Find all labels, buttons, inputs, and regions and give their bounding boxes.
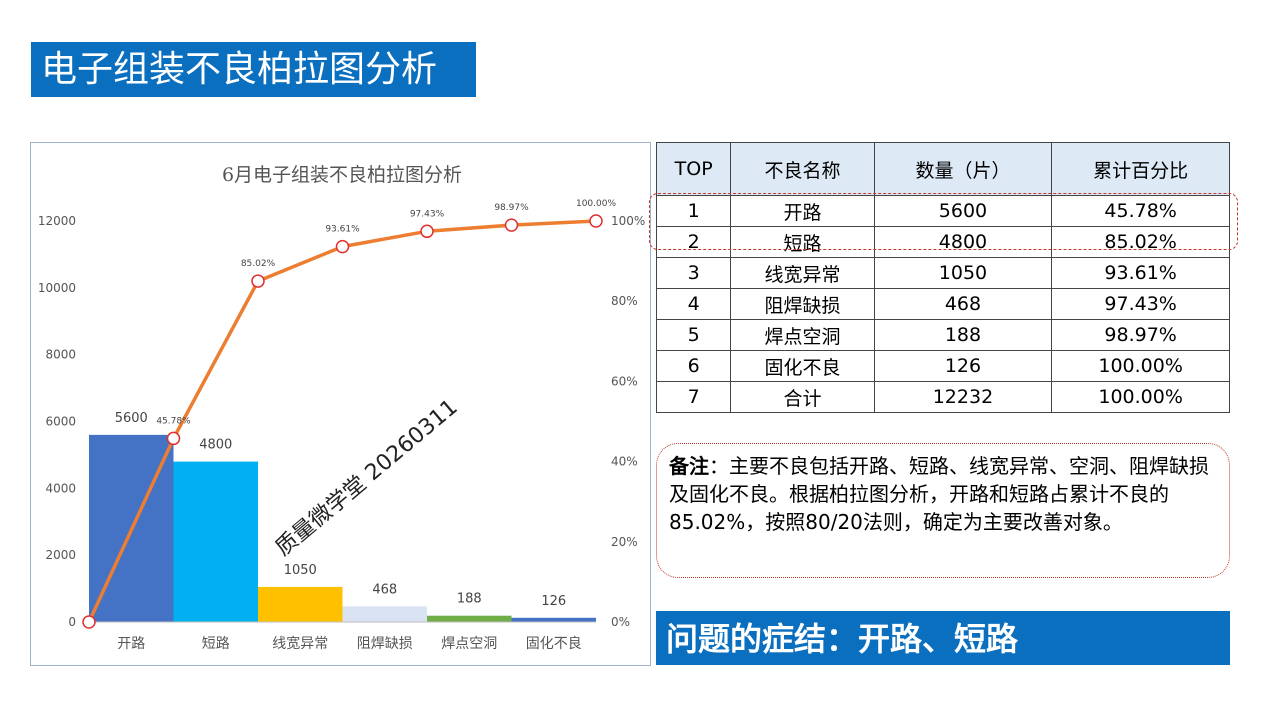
x-tick-label: 短路 — [202, 636, 230, 652]
table-row: 2 短路 4800 85.02% — [655, 226, 1230, 258]
table-row: 6 固化不良 126 100.00% — [655, 350, 1230, 382]
cumulative-label: 93.61% — [325, 225, 360, 235]
cumulative-label: 97.43% — [410, 209, 445, 219]
cell-name: 固化不良 — [730, 350, 875, 382]
cell-cum: 100.00% — [1051, 381, 1230, 413]
bar — [258, 586, 343, 622]
remark-text: ：主要不良包括开路、短路、线宽异常、空洞、阻焊缺损及固化不良。根据柏拉图分析，开… — [669, 454, 1209, 534]
x-tick-label: 开路 — [117, 636, 145, 652]
bar-value-label: 4800 — [199, 438, 232, 453]
watermark-text: 质量微学堂 20260311 — [271, 395, 462, 561]
bar — [511, 617, 596, 622]
table-row: 1 开路 5600 45.78% — [655, 195, 1230, 227]
cell-qty: 188 — [873, 319, 1053, 351]
cumulative-label: 45.78% — [156, 416, 191, 426]
cell-cum: 97.43% — [1051, 288, 1230, 320]
cumulative-label: 85.02% — [241, 259, 276, 269]
bar-value-label: 468 — [372, 582, 397, 597]
defect-table: TOP 不良名称 数量（片） 累计百分比 1 开路 5600 45.78% 2 … — [655, 142, 1230, 413]
y-right-tick-label: 60% — [611, 374, 638, 388]
cell-name: 短路 — [730, 226, 875, 258]
cumulative-marker — [251, 274, 265, 288]
cell-qty: 1050 — [873, 257, 1053, 289]
cell-top: 1 — [655, 195, 732, 227]
cumulative-marker — [420, 224, 434, 239]
cumulative-label: 98.97% — [494, 203, 529, 213]
cell-top: 6 — [655, 350, 732, 382]
cell-qty: 5600 — [873, 195, 1053, 227]
cell-name: 合计 — [730, 381, 875, 413]
cell-cum: 98.97% — [1051, 319, 1230, 351]
cumulative-marker — [504, 218, 519, 232]
y-left-tick-label: 10000 — [38, 281, 76, 295]
y-right-tick-label: 80% — [611, 294, 638, 308]
chart-title: 6月电子组装不良柏拉图分析 — [222, 164, 462, 186]
bar-value-label: 188 — [457, 592, 482, 607]
y-right-tick-label: 20% — [611, 535, 638, 549]
remark-label: 备注 — [669, 454, 709, 478]
table-row: 4 阻焊缺损 468 97.43% — [655, 288, 1230, 320]
cumulative-label: 100.00% — [576, 199, 616, 209]
y-right-tick-label: 40% — [611, 455, 638, 469]
y-left-tick-label: 6000 — [45, 415, 76, 429]
cell-top: 2 — [655, 226, 732, 258]
bar-value-label: 5600 — [115, 411, 148, 426]
pareto-chart-svg: 6月电子组装不良柏拉图分析 0 2000 4000 6000 8000 10000 12000… — [38, 164, 646, 652]
header-cum: 累计百分比 — [1051, 142, 1230, 196]
table-row: 5 焊点空洞 188 98.97% — [655, 319, 1230, 351]
header-qty: 数量（片） — [873, 142, 1053, 196]
bar — [427, 615, 512, 622]
cell-name: 线宽异常 — [730, 257, 875, 289]
cell-top: 3 — [655, 257, 732, 289]
y-right-tick-label: 0% — [611, 615, 630, 629]
y-left-tick-label: 4000 — [45, 481, 76, 495]
cell-cum: 100.00% — [1051, 350, 1230, 382]
cell-cum: 45.78% — [1051, 195, 1230, 227]
cell-qty: 12232 — [873, 381, 1053, 413]
cell-qty: 468 — [873, 288, 1053, 320]
table-row: 3 线宽异常 1050 93.61% — [655, 257, 1230, 289]
cumulative-marker — [589, 214, 603, 228]
bar — [342, 606, 427, 622]
bar — [173, 461, 258, 622]
y-left-tick-label: 12000 — [38, 214, 76, 228]
cell-top: 4 — [655, 288, 732, 320]
page-title: 电子组装不良柏拉图分析 — [31, 42, 476, 97]
pareto-chart: 6月电子组装不良柏拉图分析 0 2000 4000 6000 8000 10000 12000… — [30, 142, 651, 666]
y-left-tick-label: 8000 — [45, 348, 76, 362]
conclusion-banner: 问题的症结：开路、短路 — [656, 611, 1230, 665]
bar-value-label: 1050 — [284, 563, 317, 578]
cell-name: 焊点空洞 — [730, 319, 875, 351]
header-name: 不良名称 — [730, 142, 875, 196]
x-tick-label: 阻焊缺损 — [357, 636, 413, 652]
y-left-tick-label: 2000 — [45, 548, 76, 562]
cell-qty: 126 — [873, 350, 1053, 382]
cell-qty: 4800 — [873, 226, 1053, 258]
header-top: TOP — [655, 142, 732, 196]
cell-cum: 85.02% — [1051, 226, 1230, 258]
x-tick-label: 焊点空洞 — [441, 636, 497, 652]
x-tick-label: 线宽异常 — [272, 635, 328, 652]
cumulative-marker — [335, 239, 350, 254]
cumulative-marker — [82, 615, 96, 629]
x-tick-label: 固化不良 — [526, 636, 582, 652]
cell-name: 阻焊缺损 — [730, 288, 875, 320]
bar-value-label: 126 — [541, 594, 566, 609]
cell-top: 5 — [655, 319, 732, 351]
y-left-tick-label: 0 — [68, 615, 76, 629]
cell-cum: 93.61% — [1051, 257, 1230, 289]
table-header-row: TOP 不良名称 数量（片） 累计百分比 — [655, 142, 1230, 196]
y-right-tick-label: 100% — [611, 214, 645, 228]
cell-name: 开路 — [730, 195, 875, 227]
cell-top: 7 — [655, 381, 732, 413]
remark-box: 备注：主要不良包括开路、短路、线宽异常、空洞、阻焊缺损及固化不良。根据柏拉图分析… — [656, 443, 1230, 578]
cumulative-marker — [166, 431, 181, 446]
table-row-total: 7 合计 12232 100.00% — [655, 381, 1230, 413]
